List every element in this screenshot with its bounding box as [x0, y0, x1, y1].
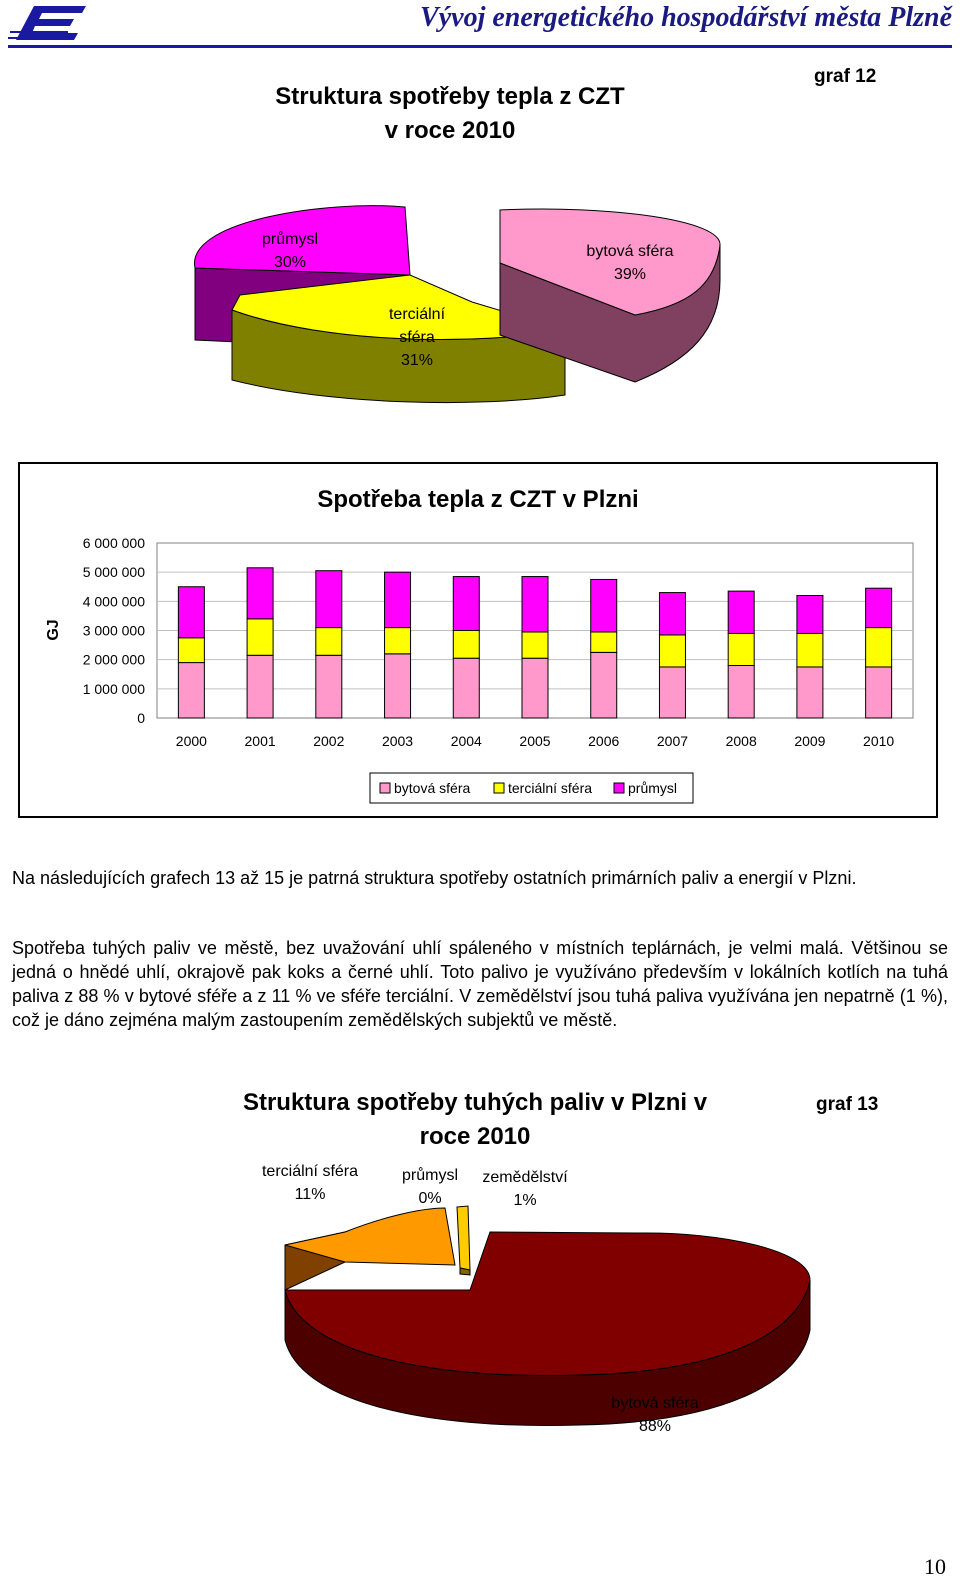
- bar-chart: 6 000 000 5 000 000 4 000 000 3 000 000 2 00…: [45, 535, 914, 804]
- bar-segment: [658, 666, 686, 719]
- bar-segment: [315, 654, 343, 719]
- bar-segment: [727, 632, 755, 667]
- legend-label: průmysl: [628, 780, 677, 796]
- x-tick-label: 2002: [313, 733, 344, 749]
- pie13-slice-bytova: [284, 1231, 811, 1376]
- pie12-label-bytova-name: bytová sféra: [586, 243, 674, 260]
- bar-segment: [521, 657, 549, 719]
- pie13-label-terciarni-name: terciální sféra: [261, 1163, 359, 1180]
- bar-segment: [452, 657, 480, 719]
- bar-segment: [590, 651, 618, 719]
- bar-segment: [315, 570, 343, 629]
- pie13-label-bytova-pct: 88%: [638, 1418, 672, 1435]
- x-tick-label: 2006: [588, 733, 619, 749]
- bar-segment: [865, 587, 893, 629]
- y-axis-label: GJ: [45, 619, 62, 640]
- legend-label: bytová sféra: [394, 780, 470, 796]
- y-tick-label: 5 000 000: [83, 564, 145, 580]
- pie13-label-terciarni-pct: 11%: [294, 1186, 326, 1203]
- graph13-title-line1: Struktura spotřeby tuhých paliv v Plzni …: [242, 1089, 708, 1116]
- bar-segment: [796, 666, 824, 719]
- header-title: Vývoj energetického hospodářství města P…: [420, 2, 952, 33]
- pie12-label-prumysl-pct: 30%: [273, 254, 307, 271]
- pie13-slice-terciarni: [284, 1207, 456, 1266]
- y-tick-label: 0: [137, 710, 145, 726]
- bar-segment: [590, 578, 618, 633]
- pie12-label-bytova-pct: 39%: [613, 266, 647, 283]
- bar-segment: [521, 576, 549, 633]
- bar-segment: [177, 637, 205, 664]
- pie13-label-zemedelstvi-pct: 1%: [513, 1192, 537, 1209]
- pie12-label-prumysl-name: průmysl: [261, 231, 318, 248]
- paragraph-1: Na následujících grafech 13 až 15 je pat…: [12, 868, 857, 888]
- bar-segment: [796, 595, 824, 634]
- page-number: 10: [924, 1554, 946, 1579]
- bar-segment: [727, 590, 755, 634]
- bar-segment: [177, 586, 205, 639]
- pie13-slice-zemedelstvi: [456, 1205, 471, 1271]
- bar-segment: [658, 592, 686, 636]
- pie13-label-zemedelstvi-name: zemědělství: [482, 1169, 568, 1186]
- graph12-title-line2: v roce 2010: [384, 117, 516, 144]
- bar-segment: [452, 576, 480, 632]
- bar-segment: [727, 665, 755, 719]
- pie12-slice-bytova: [499, 208, 721, 316]
- pie13-label-terciarni: terciální sféra 11%: [250, 1160, 370, 1206]
- legend-box: [369, 772, 694, 804]
- x-tick-label: 2004: [451, 733, 482, 749]
- graph13-title: Struktura spotřeby tuhých paliv v Plzni …: [240, 1086, 710, 1154]
- pie13-label-prumysl-pct: 0%: [418, 1190, 442, 1207]
- legend-label: terciální sféra: [508, 780, 592, 796]
- pie13-label-prumysl: průmysl 0%: [385, 1164, 475, 1210]
- bar-segment: [658, 634, 686, 668]
- pie12-label-terciarni-name1: terciální: [388, 306, 446, 323]
- x-tick-label: 2009: [794, 733, 825, 749]
- x-tick-label: 2005: [519, 733, 550, 749]
- x-tick-label: 2008: [726, 733, 757, 749]
- paragraph-2: Spotřeba tuhých paliv ve městě, bez uvaž…: [12, 938, 948, 1030]
- graph13-number: graf 13: [816, 1094, 879, 1115]
- pie13-label-bytova: bytová sféra 88%: [590, 1392, 720, 1438]
- pie13-slice-zemedelstvi-side: [459, 1267, 471, 1276]
- graph13-pie: [284, 1205, 811, 1426]
- bar-chart-title: Spotřeba tepla z CZT v Plzni: [317, 486, 639, 513]
- pie12-slice-prumysl: [194, 205, 411, 276]
- x-tick-label: 2000: [176, 733, 207, 749]
- y-tick-label: 1 000 000: [83, 681, 145, 697]
- bar-segment: [865, 627, 893, 668]
- y-tick-label: 2 000 000: [83, 652, 145, 668]
- graph13-title-line2: roce 2010: [419, 1123, 531, 1150]
- bar-segment: [865, 666, 893, 719]
- legend-swatch: [613, 782, 625, 794]
- x-tick-label: 2003: [382, 733, 413, 749]
- y-tick-label: 6 000 000: [83, 535, 145, 551]
- pie12-label-terciarni-name2: sféra: [399, 329, 435, 346]
- pie12-label-prumysl: průmysl 30%: [230, 228, 350, 274]
- legend-swatch: [379, 782, 391, 794]
- pie12-label-terciarni: terciální sféra 31%: [357, 303, 477, 372]
- legend-swatch: [493, 782, 505, 794]
- pie12-label-terciarni-pct: 31%: [400, 352, 434, 369]
- x-tick-label: 2001: [245, 733, 276, 749]
- y-tick-label: 3 000 000: [83, 623, 145, 639]
- graph12-pie: [194, 205, 721, 404]
- x-tick-label: 2010: [863, 733, 894, 749]
- y-tick-label: 4 000 000: [83, 593, 145, 609]
- graph12-number: graf 12: [814, 66, 877, 87]
- logo: [8, 2, 88, 44]
- pie13-label-zemedelstvi: zemědělství 1%: [470, 1166, 580, 1212]
- bar-segment: [246, 654, 274, 719]
- bar-segment: [246, 567, 274, 620]
- pie13-label-bytova-name: bytová sféra: [611, 1395, 699, 1412]
- bar-segment: [384, 571, 412, 629]
- pie12-label-bytova: bytová sféra 39%: [560, 240, 700, 286]
- x-tick-label: 2007: [657, 733, 688, 749]
- graph12-title-line1: Struktura spotřeby tepla z CZT: [275, 83, 625, 110]
- header-rule: [8, 45, 952, 48]
- bar-segment: [246, 618, 274, 656]
- pie13-label-prumysl-name: průmysl: [401, 1167, 458, 1184]
- graph12-title: Struktura spotřeby tepla z CZT v roce 20…: [180, 80, 720, 148]
